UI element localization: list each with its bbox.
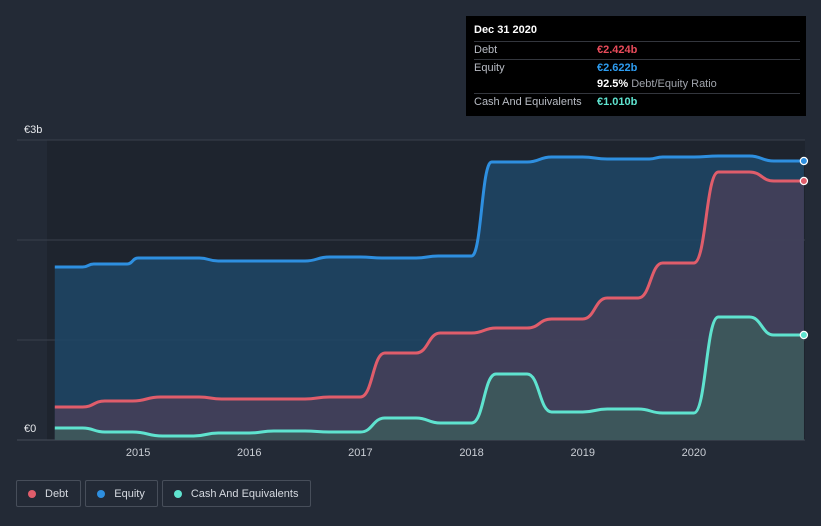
x-tick-label-2016: 2016 (237, 447, 261, 459)
y-axis-label-top: €3b (24, 124, 42, 136)
x-tick-label-2019: 2019 (570, 447, 594, 459)
series-end-markers (799, 156, 809, 340)
tooltip-cash-value: €1.010b (597, 95, 638, 108)
area-debt (54, 172, 804, 440)
x-tick-label-2020: 2020 (682, 447, 706, 459)
series-lines (54, 154, 804, 438)
chart-legend: Debt Equity Cash And Equivalents (16, 480, 315, 507)
tooltip-equity-label: Equity (474, 61, 505, 74)
end-marker-debt (799, 176, 809, 186)
tooltip-debt-label: Debt (474, 44, 498, 56)
tooltip-equity-value: €2.622b (597, 61, 638, 74)
legend-item-cash[interactable]: Cash And Equivalents (161, 480, 312, 507)
legend-dot-equity (97, 489, 106, 498)
end-marker-equity (799, 156, 809, 166)
y-axis-label-bottom: €0 (24, 423, 36, 435)
tooltip-debt-value: €2.424b (597, 44, 638, 56)
line-equity (54, 154, 804, 269)
legend-label-cash: Cash And Equivalents (190, 487, 299, 500)
legend-item-equity[interactable]: Equity (85, 480, 158, 507)
tooltip-row-cash: Cash And Equivalents €1.010b (474, 92, 800, 111)
end-marker-cash-and-equivalents (799, 330, 809, 340)
data-tooltip: Dec 31 2020 Debt €2.424b Equity €2.622b … (466, 16, 806, 116)
tooltip-row-debt: Debt €2.424b (474, 41, 800, 59)
legend-dot-debt (28, 489, 36, 498)
tooltip-ratio-label: Debt/Equity Ratio (631, 78, 717, 90)
x-tick-label-2018: 2018 (459, 447, 483, 459)
tooltip-row-ratio: 92.5% Debt/Equity Ratio (474, 76, 800, 93)
tooltip-cash-label: Cash And Equivalents (474, 95, 582, 108)
tooltip-ratio-value: 92.5% (597, 78, 629, 90)
tooltip-date: Dec 31 2020 (474, 24, 537, 36)
x-tick-label-2017: 2017 (348, 447, 372, 459)
tooltip-row-equity: Equity €2.622b (474, 58, 800, 77)
legend-item-debt[interactable]: Debt (16, 480, 82, 507)
x-axis-ticks: 2015 2016 2017 2018 2019 2020 (126, 447, 706, 459)
legend-label-debt: Debt (45, 487, 69, 500)
legend-label-equity: Equity (114, 487, 145, 500)
x-tick-label-2015: 2015 (126, 447, 150, 459)
legend-dot-cash (173, 489, 182, 498)
line-debt (54, 170, 804, 409)
line-cash-and-equivalents (54, 315, 804, 438)
